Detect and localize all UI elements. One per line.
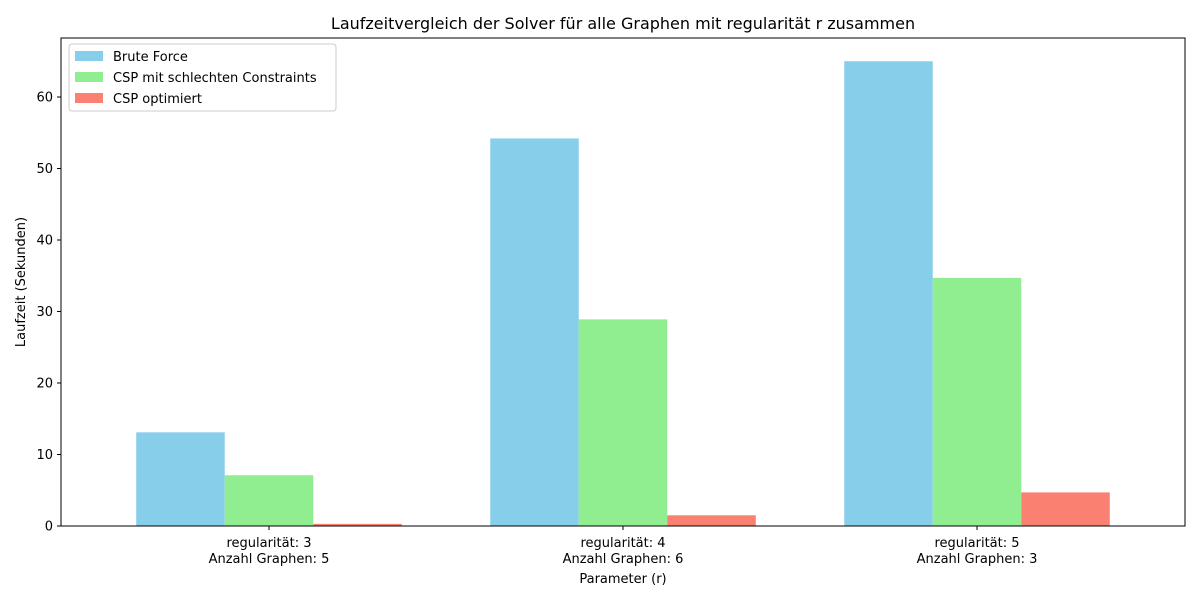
x-tick-label-line: Anzahl Graphen: 5 (209, 552, 330, 567)
legend-label: Brute Force (113, 50, 188, 65)
y-tick-label: 50 (36, 162, 53, 177)
legend: Brute Force CSP mit schlechten Constraint… (68, 43, 337, 112)
y-tick-label: 20 (36, 376, 53, 391)
x-tick-label-line: regularität: 5 (935, 536, 1020, 551)
legend-label: CSP mit schlechten Constraints (113, 71, 317, 86)
y-tick-label: 60 (36, 90, 53, 105)
x-tick-label-line: regularität: 3 (226, 536, 311, 551)
x-tick-label: regularität: 5 Anzahl Graphen: 3 (917, 536, 1038, 567)
legend-frame (68, 43, 337, 112)
bar-brute-force-1 (490, 138, 579, 526)
legend-swatch (75, 72, 103, 82)
x-tick-label-line: regularität: 4 (580, 536, 665, 551)
x-axis-label: Parameter (r) (579, 572, 666, 587)
bar-csp-mit-schlechten-constraints-1 (578, 319, 668, 526)
y-axis-label: Laufzeit (Sekunden) (14, 217, 29, 347)
x-tick-label-line: Anzahl Graphen: 3 (917, 552, 1038, 567)
y-tick-label: 0 (45, 520, 53, 535)
bar-csp-optimiert-0 (313, 523, 402, 526)
bar-brute-force-0 (136, 432, 225, 526)
bar-csp-mit-schlechten-constraints-0 (224, 475, 314, 526)
bar-csp-optimiert-2 (1021, 492, 1110, 526)
y-tick-label: 10 (36, 448, 53, 463)
bar-brute-force-2 (844, 61, 933, 526)
x-tick-label: regularität: 3 Anzahl Graphen: 5 (209, 536, 330, 567)
legend-swatch (75, 51, 103, 61)
plot-area (136, 61, 1110, 526)
chart-title: Laufzeitvergleich der Solver für alle Gr… (331, 14, 915, 33)
legend-swatch (75, 93, 103, 103)
legend-label: CSP optimiert (113, 92, 202, 107)
x-tick-label: regularität: 4 Anzahl Graphen: 6 (563, 536, 684, 567)
bar-csp-optimiert-1 (667, 515, 756, 526)
x-tick-label-line: Anzahl Graphen: 6 (563, 552, 684, 567)
y-tick-label: 40 (36, 233, 53, 248)
y-tick-label: 30 (36, 305, 53, 320)
bar-csp-mit-schlechten-constraints-2 (932, 277, 1022, 526)
